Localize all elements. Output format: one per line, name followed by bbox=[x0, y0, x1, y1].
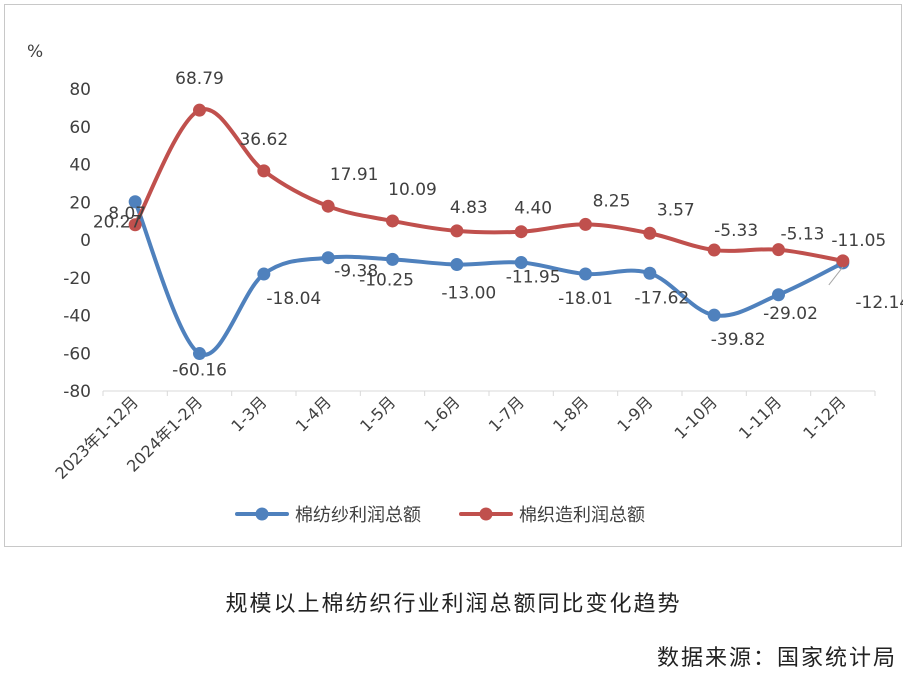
y-tick-label: -40 bbox=[63, 307, 91, 327]
y-tick-label: 40 bbox=[69, 156, 91, 176]
legend-swatch-marker bbox=[479, 507, 493, 521]
data-point-series-1 bbox=[707, 308, 721, 322]
data-label-series-1: -29.02 bbox=[763, 304, 818, 324]
data-point-series-2 bbox=[128, 218, 142, 232]
y-tick-label: -60 bbox=[63, 344, 91, 364]
data-point-series-1 bbox=[514, 256, 528, 270]
x-tick-label: 1-9月 bbox=[613, 392, 656, 435]
data-label-series-2: 8.25 bbox=[593, 191, 631, 211]
data-label-series-1: -18.04 bbox=[266, 289, 321, 309]
data-label-series-1: -11.95 bbox=[506, 268, 561, 288]
data-point-series-1 bbox=[257, 267, 271, 281]
data-label-series-2: 10.09 bbox=[388, 180, 437, 200]
line-chart: %806040200-20-40-60-802023年1-12月2024年1-2… bbox=[27, 42, 903, 526]
data-label-series-1: -13.00 bbox=[441, 284, 496, 304]
data-point-series-2 bbox=[836, 254, 850, 268]
data-point-series-2 bbox=[514, 225, 528, 239]
legend-swatch-marker bbox=[255, 507, 269, 521]
y-tick-label: 80 bbox=[69, 80, 91, 100]
x-tick-label: 1-5月 bbox=[356, 392, 399, 435]
data-point-series-1 bbox=[450, 258, 464, 272]
chart-frame: % 80 60 40 20 0 -20 -40 -60 -80 2023年1-12月 2024年1-2… bbox=[4, 4, 903, 547]
data-label-series-1: -17.62 bbox=[634, 288, 689, 308]
data-label-series-1: 20.27 bbox=[93, 213, 142, 233]
data-point-series-2 bbox=[579, 217, 592, 231]
y-tick-label: -20 bbox=[63, 269, 91, 289]
data-point-series-2 bbox=[321, 199, 335, 213]
x-tick-label: 1-6月 bbox=[420, 392, 463, 435]
data-point-series-2 bbox=[193, 103, 206, 117]
data-point-series-1 bbox=[772, 288, 785, 302]
chart-caption-title: 规模以上棉纺织行业利润总额同比变化趋势 bbox=[225, 592, 682, 617]
data-point-series-2 bbox=[772, 243, 785, 257]
y-axis-unit-label: % bbox=[27, 42, 43, 62]
data-label-series-1: -18.01 bbox=[558, 289, 613, 309]
data-label-series-1: -9.38 bbox=[334, 262, 378, 282]
data-point-series-2 bbox=[386, 214, 399, 228]
x-tick-label: 1-11月 bbox=[735, 392, 785, 442]
data-source-note: 数据来源：国家统计局 bbox=[656, 646, 897, 671]
legend-label: 棉织造利润总额 bbox=[519, 505, 645, 526]
x-tick-label: 1-3月 bbox=[227, 392, 270, 435]
x-tick-label: 1-10月 bbox=[671, 392, 721, 442]
data-label-series-2: -11.05 bbox=[831, 231, 886, 251]
data-point-series-2 bbox=[707, 243, 721, 257]
data-point-series-1 bbox=[193, 347, 206, 361]
y-tick-label: 20 bbox=[69, 193, 91, 213]
data-point-series-1 bbox=[579, 267, 592, 281]
data-point-series-2 bbox=[450, 224, 464, 238]
data-label-series-2: 36.62 bbox=[239, 130, 288, 150]
x-tick-label: 1-12月 bbox=[799, 392, 849, 442]
data-point-series-2 bbox=[257, 164, 271, 178]
data-point-series-2 bbox=[643, 226, 657, 240]
data-point-series-1 bbox=[321, 251, 335, 265]
data-point-series-1 bbox=[128, 195, 142, 209]
legend-label: 棉纺纱利润总额 bbox=[295, 505, 421, 526]
data-point-series-1 bbox=[386, 252, 399, 266]
data-label-series-1: -12.14 bbox=[855, 293, 903, 313]
y-tick-label: 0 bbox=[80, 231, 91, 251]
data-label-series-2: 4.40 bbox=[514, 199, 552, 219]
data-label-series-2: 4.83 bbox=[450, 198, 488, 218]
data-label-series-2: -5.33 bbox=[714, 221, 758, 241]
y-tick-label: -80 bbox=[63, 382, 91, 402]
x-tick-label: 1-8月 bbox=[549, 392, 592, 435]
data-label-series-1: -60.16 bbox=[172, 361, 227, 381]
data-label-series-2: 8.07 bbox=[108, 204, 146, 224]
data-label-series-2: -5.13 bbox=[781, 225, 825, 245]
data-label-series-1: -10.25 bbox=[359, 270, 414, 290]
data-point-series-1 bbox=[643, 266, 657, 280]
data-label-series-2: 68.79 bbox=[175, 69, 224, 89]
data-label-series-2: 3.57 bbox=[657, 200, 695, 220]
x-tick-label: 2023年1-12月 bbox=[51, 392, 142, 483]
data-label-leader-line bbox=[828, 266, 844, 286]
y-tick-label: 60 bbox=[69, 118, 91, 138]
data-label-series-2: 17.91 bbox=[330, 165, 379, 185]
x-tick-label: 1-4月 bbox=[292, 392, 335, 435]
x-tick-label: 1-7月 bbox=[485, 392, 528, 435]
data-label-series-1: -39.82 bbox=[711, 330, 766, 350]
